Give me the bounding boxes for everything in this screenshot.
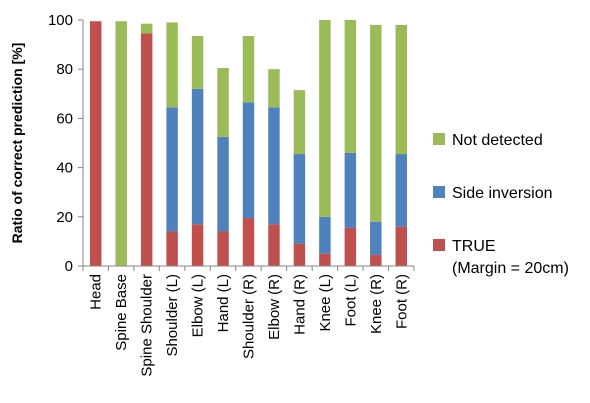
bar-segment: [344, 227, 357, 266]
x-tick-label: Elbow (R): [266, 274, 283, 340]
bar-segment: [370, 254, 382, 266]
x-tick-label: Knee (R): [368, 274, 385, 334]
bar-segment: [268, 224, 280, 266]
bar-segment: [242, 102, 255, 219]
bar-segment: [191, 35, 204, 89]
y-axis-label: Ratio of correct prediction [%]: [9, 43, 25, 244]
bar-segment: [217, 136, 229, 232]
bar-segment: [370, 24, 382, 222]
x-tick-label: Spine Base: [113, 274, 130, 351]
legend-swatch: [433, 239, 445, 251]
bar-segment: [344, 20, 357, 153]
bar-segment: [242, 218, 255, 266]
bar-segment: [344, 152, 357, 228]
x-tick-label: Hand (L): [215, 274, 232, 332]
bar-segment: [319, 253, 331, 266]
bar-segment: [166, 231, 178, 266]
bar-segment: [191, 224, 204, 266]
y-tick-label: 20: [56, 209, 73, 226]
bar-segment: [217, 231, 229, 266]
y-tick-label: 60: [56, 110, 73, 127]
y-axis-ticks: 0 20 40 60 80 100: [48, 12, 83, 275]
legend-swatch: [433, 133, 445, 145]
legend-label: Not detected: [452, 132, 543, 149]
x-tick-label: Hand (R): [291, 274, 308, 335]
legend-label: TRUE: [452, 238, 496, 255]
x-tick-label: Elbow (L): [190, 274, 207, 337]
bars: [90, 20, 407, 267]
x-tick-label: Knee (L): [317, 274, 334, 332]
bar-segment: [166, 22, 178, 108]
bar-segment: [395, 226, 407, 266]
y-tick-label: 100: [48, 12, 73, 29]
x-tick-label: Head: [88, 274, 105, 310]
x-tick-label: Shoulder (L): [164, 274, 181, 357]
bar-segment: [319, 20, 331, 217]
legend: Not detected Side inversion TRUE (Margin = …: [433, 132, 569, 277]
bar-segment: [166, 107, 178, 232]
x-tick-label: Foot (R): [393, 274, 410, 329]
bar-segment: [140, 33, 153, 266]
x-axis-ticks: Head Spine Base Spine Shoulder Shoulder (L)…: [82, 266, 415, 377]
y-tick-label: 80: [56, 61, 73, 78]
y-tick-label: 0: [65, 258, 73, 275]
bar-segment: [140, 23, 153, 34]
bar-segment: [268, 69, 280, 108]
bar-segment: [395, 154, 407, 227]
bar-segment: [191, 88, 204, 225]
bar-segment: [242, 35, 255, 103]
legend-label: Side inversion: [452, 185, 553, 202]
bar-segment: [395, 24, 407, 155]
bar-segment: [293, 90, 306, 155]
x-tick-label: Foot (L): [342, 274, 359, 327]
bar-segment: [293, 154, 306, 244]
bar-segment: [268, 107, 280, 225]
x-tick-label: Spine Shoulder: [139, 274, 156, 377]
bar-segment: [293, 243, 306, 266]
bar-segment: [217, 67, 229, 137]
y-tick-label: 40: [56, 160, 73, 177]
bar-segment: [115, 21, 127, 267]
x-tick-label: Shoulder (R): [241, 274, 258, 359]
legend-swatch: [433, 186, 445, 198]
bar-segment: [319, 216, 331, 254]
bar-segment: [370, 221, 382, 255]
bar-segment: [90, 21, 102, 267]
legend-label: (Margin = 20cm): [452, 260, 569, 277]
